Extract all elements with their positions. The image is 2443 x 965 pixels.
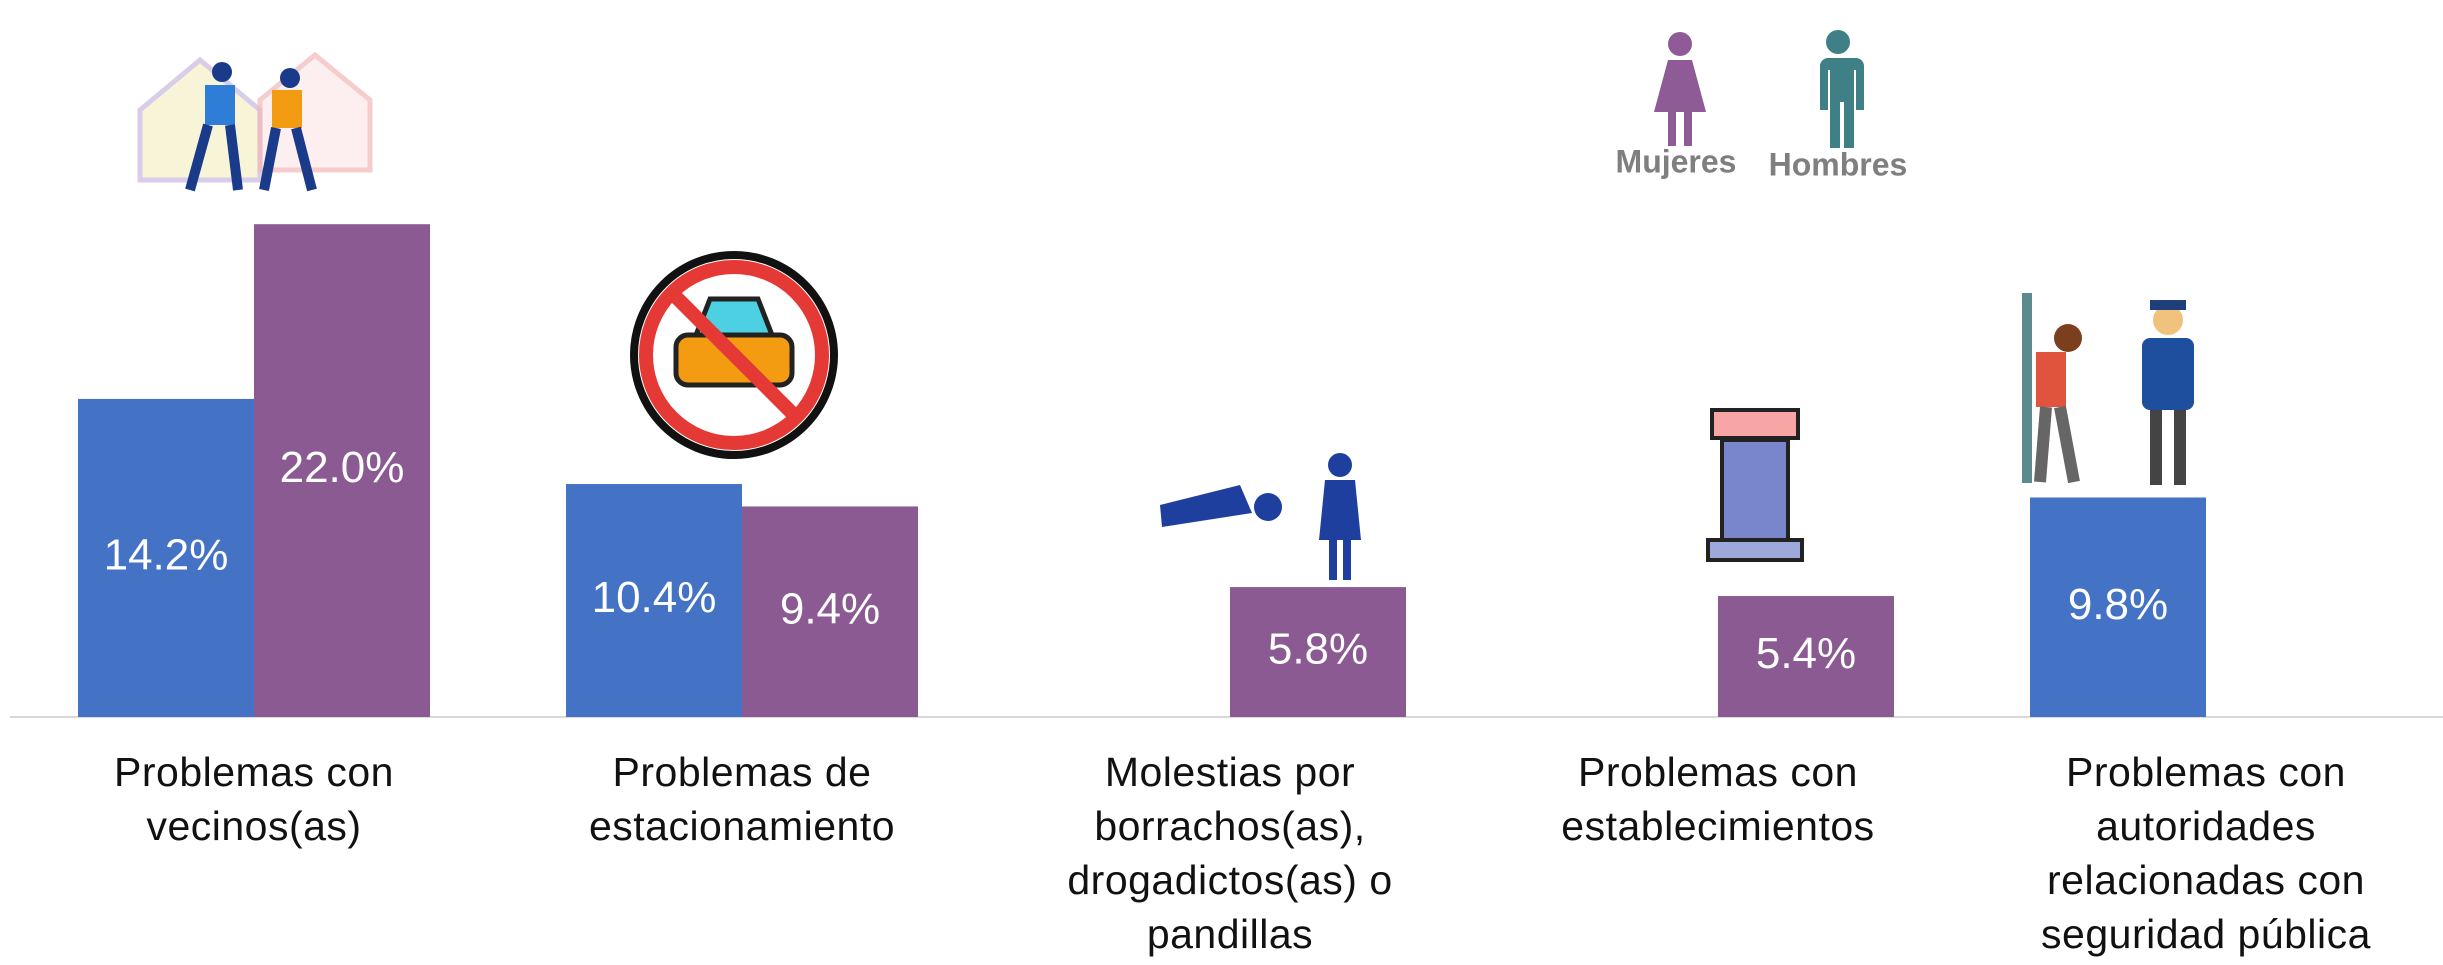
bar — [1718, 596, 1894, 717]
legend-label: Hombres — [1769, 146, 1908, 182]
value-label: 5.4% — [1756, 629, 1856, 678]
value-label: 22.0% — [280, 443, 405, 492]
bar — [742, 506, 918, 717]
bar — [566, 484, 742, 717]
category-label: Problemas de estacionamiento — [588, 749, 896, 849]
bar — [254, 224, 430, 717]
bar — [78, 398, 254, 717]
fight-icon — [137, 51, 373, 192]
no-parking-icon — [630, 251, 838, 459]
category-label: Problemas con vecinos(as) — [114, 749, 394, 849]
value-label: 5.8% — [1268, 625, 1368, 674]
legend-icon-women — [1654, 32, 1706, 146]
legend-label: Mujeres — [1616, 143, 1737, 179]
bar — [1230, 587, 1406, 717]
value-label: 9.8% — [2068, 580, 2168, 629]
category-label: Problemas con establecimientos — [1561, 749, 1875, 849]
legend-icon-men — [1820, 30, 1864, 148]
value-label: 14.2% — [104, 531, 229, 580]
mall-icon — [1706, 408, 1804, 562]
drunk-icon — [1160, 453, 1361, 580]
category-label: Problemas con autoridades relacionadas c… — [2041, 749, 2371, 957]
category-label: Molestias por borrachos(as), drogadictos… — [1067, 749, 1393, 957]
bar — [2030, 497, 2206, 717]
value-label: 9.4% — [780, 584, 880, 633]
value-label: 10.4% — [592, 573, 717, 622]
police-icon — [2022, 293, 2194, 485]
